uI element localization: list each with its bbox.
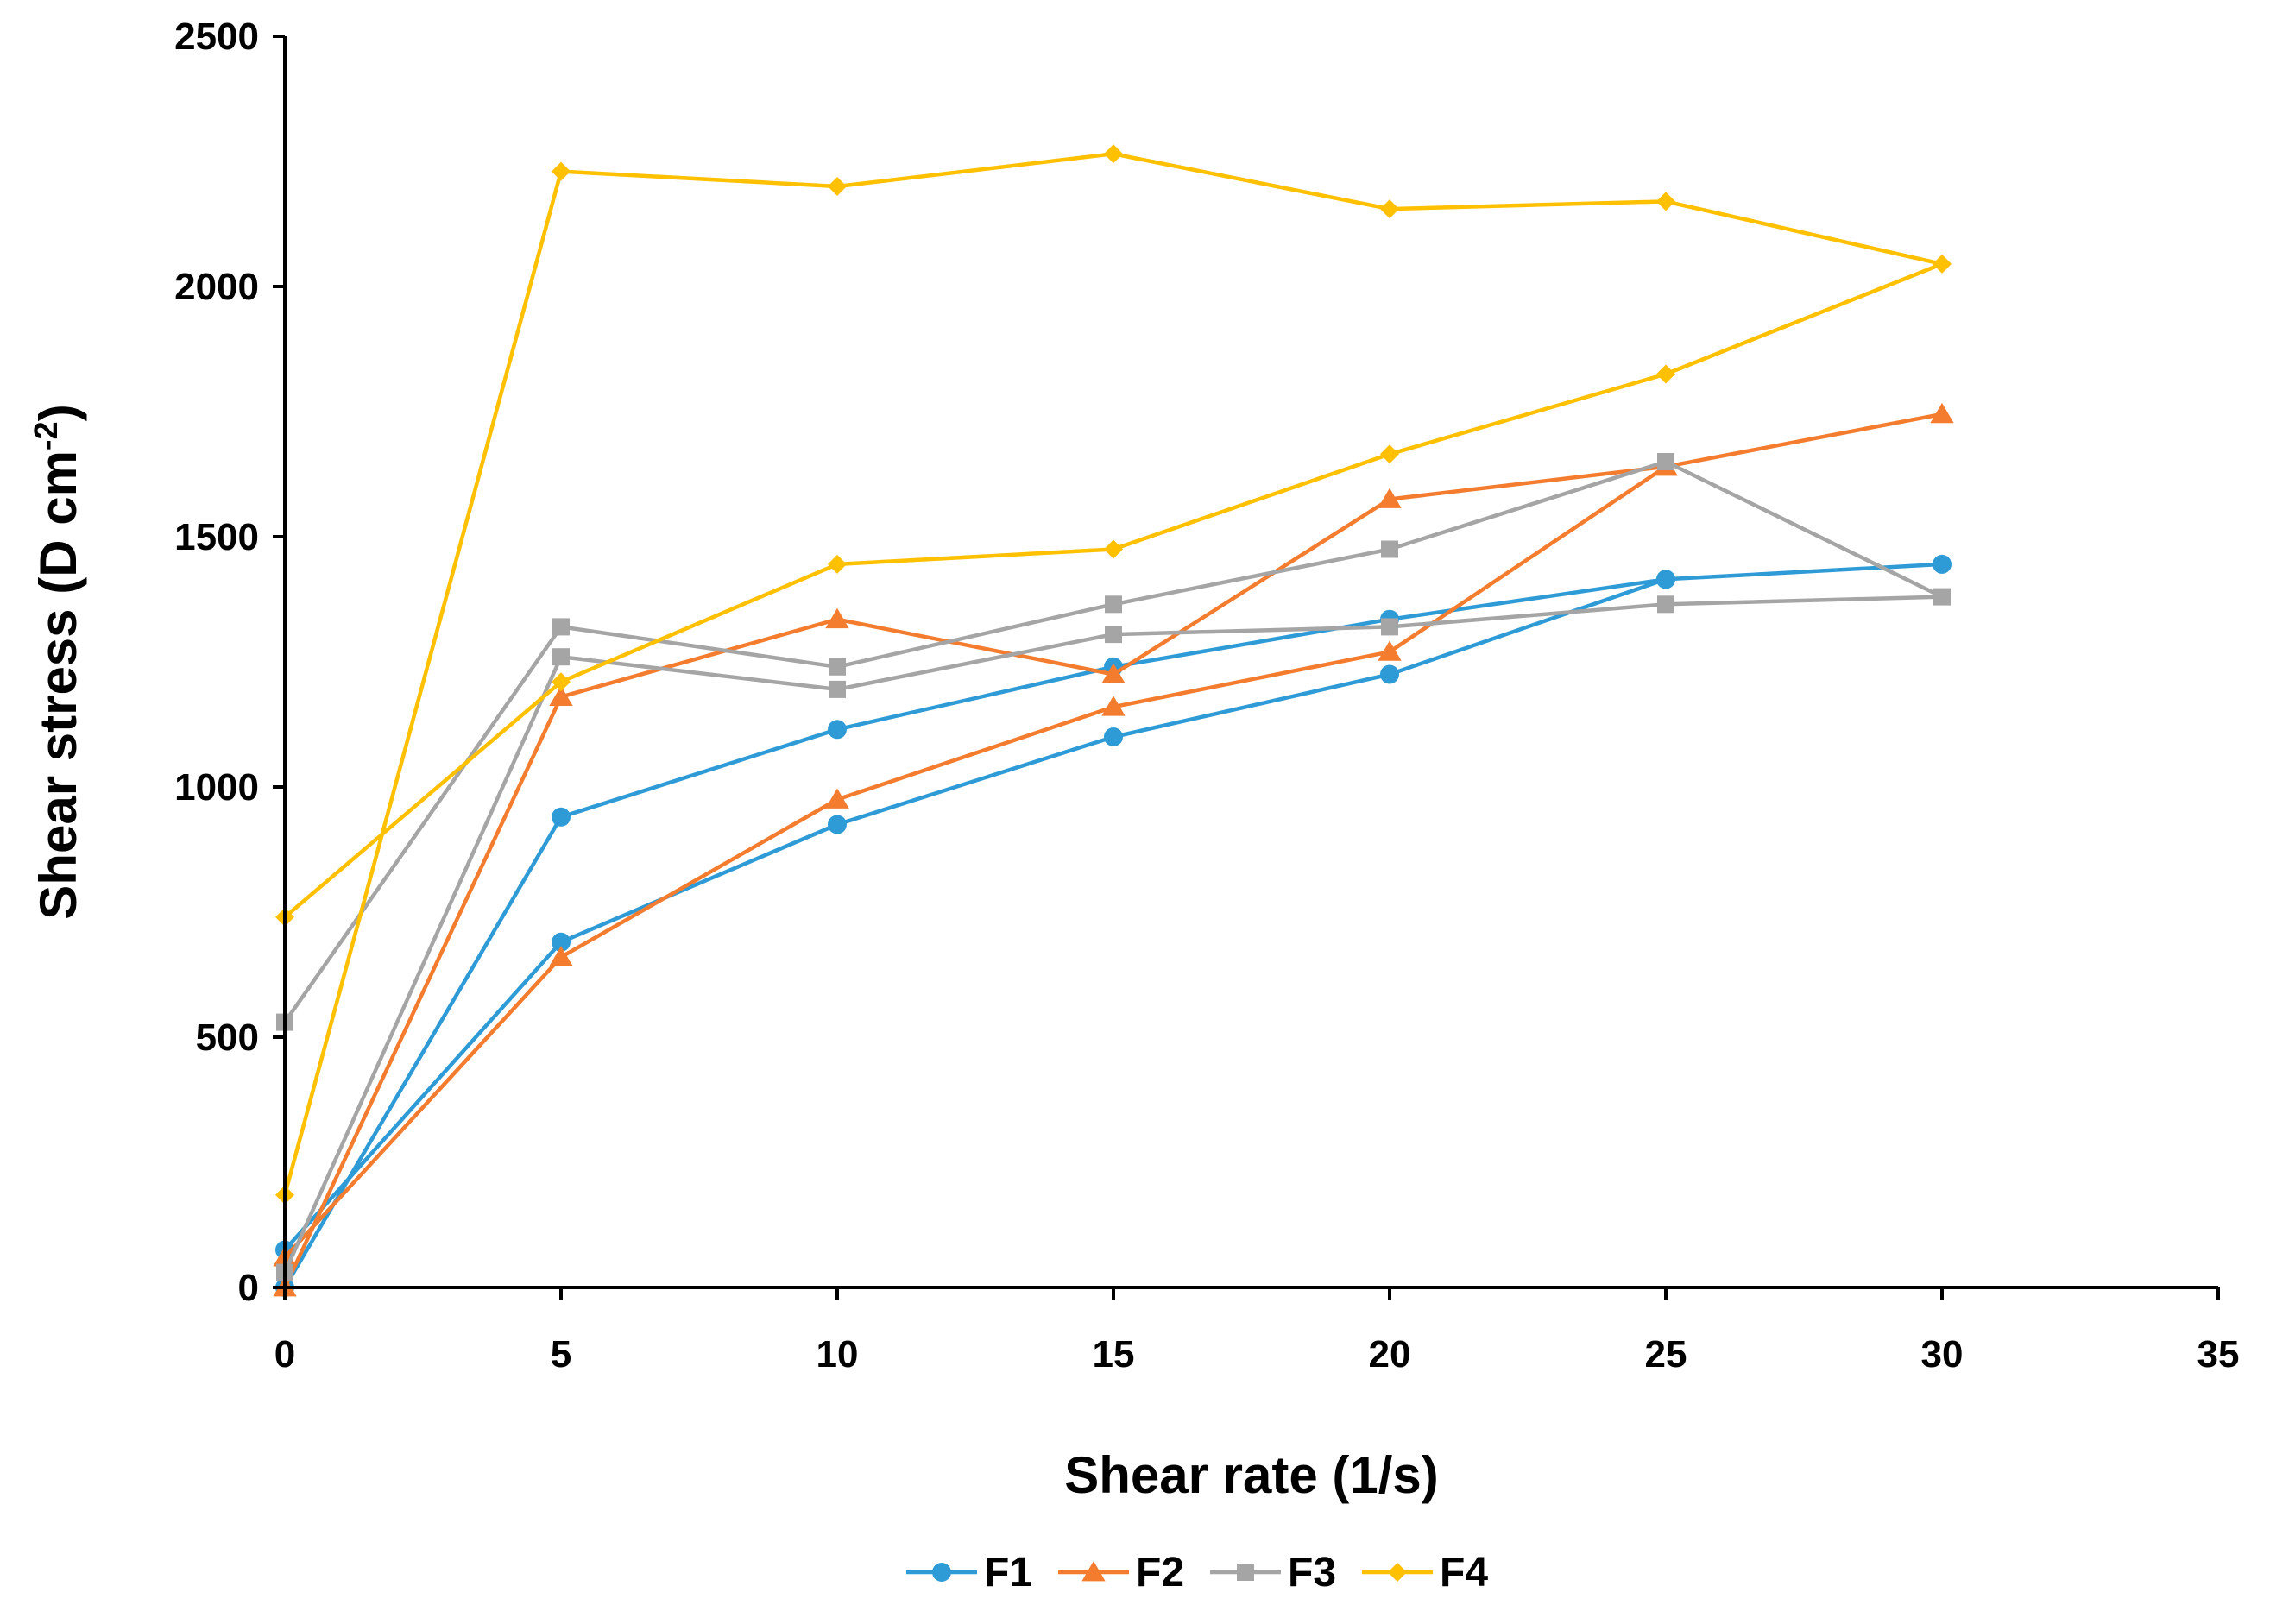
y-tick-label: 0 [238,1267,259,1309]
y-tick-label: 1000 [174,766,259,809]
y-axis-title: Shear stress (D cm-2) [28,404,87,919]
data-point-f3 [1105,595,1122,614]
data-point-f2 [1101,696,1126,716]
data-point-f2 [1378,488,1402,508]
legend-swatch-marker [1388,1563,1407,1582]
y-tick-label: 2000 [174,266,259,308]
data-point-f3 [1933,588,1951,606]
legend-item-f3: F3 [1210,1550,1336,1596]
data-point-f4 [552,672,571,692]
series-f2 [273,402,1954,1297]
data-point-f4 [1380,199,1399,219]
data-point-f2 [1930,402,1954,424]
legend-swatch-marker [932,1563,951,1582]
x-tick-label: 30 [1921,1333,1964,1375]
x-tick-label: 15 [1093,1333,1135,1375]
x-tick-label: 5 [551,1333,571,1375]
legend-label: F2 [1136,1550,1184,1596]
x-tick-label: 10 [817,1333,859,1375]
data-point-f3 [1105,626,1122,644]
data-point-f3 [829,680,846,698]
data-point-f1 [828,815,847,834]
x-tick-label: 20 [1369,1333,1411,1375]
legend: F1 F2 F3 F4 [906,1550,1488,1596]
data-point-f1 [828,720,847,740]
y-axis-title-main: Shear stress (D cm [29,450,87,920]
data-point-f3 [1381,540,1398,558]
data-point-f4 [1104,539,1123,559]
data-point-f2 [549,685,573,706]
x-tick-label: 35 [2197,1333,2240,1375]
data-point-f1 [1104,727,1123,746]
legend-label: F4 [1440,1550,1488,1596]
legend-swatch-marker [1237,1564,1254,1581]
data-point-f3 [552,648,570,666]
data-point-f1 [552,932,571,952]
data-point-f2 [1101,663,1126,683]
series-f4 [275,144,1952,1205]
data-point-f4 [552,161,571,181]
y-axis-ticks: 0 500 1000 1500 2000 2500 [174,16,285,1309]
y-tick-label: 2500 [174,16,259,58]
legend-item-f2: F2 [1058,1550,1184,1596]
x-axis-ticks: 0 5 10 15 20 25 30 35 [274,1287,2240,1375]
legend-item-f4: F4 [1362,1550,1488,1596]
data-point-f1 [1380,664,1399,684]
series-layer [273,144,1954,1297]
data-point-f2 [549,946,573,966]
data-point-f1 [552,807,571,827]
legend-swatch-marker [1081,1561,1106,1582]
x-axis-title: Shear rate (1/s) [1064,1446,1439,1504]
data-point-f2 [1378,640,1402,661]
legend-label: F1 [984,1550,1032,1596]
data-point-f4 [1380,444,1399,464]
data-point-f3 [1657,453,1674,470]
data-point-f4 [1933,254,1952,274]
data-point-f4 [1104,144,1123,164]
series-f1 [275,554,1952,1297]
data-point-f3 [1657,595,1674,614]
series-f3 [276,453,1951,1281]
data-point-f3 [552,618,570,636]
data-point-f2 [825,788,849,809]
data-point-f2 [825,607,849,629]
data-point-f4 [828,554,847,574]
y-axis-title-superscript: -2 [28,421,65,450]
y-tick-label: 500 [196,1017,259,1059]
legend-label: F3 [1288,1550,1336,1596]
data-point-f1 [1656,570,1675,589]
data-point-f3 [829,658,846,676]
x-tick-label: 0 [274,1333,295,1375]
data-point-f4 [1656,192,1675,211]
legend-item-f1: F1 [906,1550,1032,1596]
y-axis-title-end: ) [29,404,87,421]
data-point-f1 [1933,554,1952,574]
data-point-f4 [828,177,847,196]
data-point-f4 [1656,364,1675,384]
data-point-f3 [1381,618,1398,636]
x-tick-label: 25 [1645,1333,1687,1375]
y-tick-label: 1500 [174,516,259,558]
